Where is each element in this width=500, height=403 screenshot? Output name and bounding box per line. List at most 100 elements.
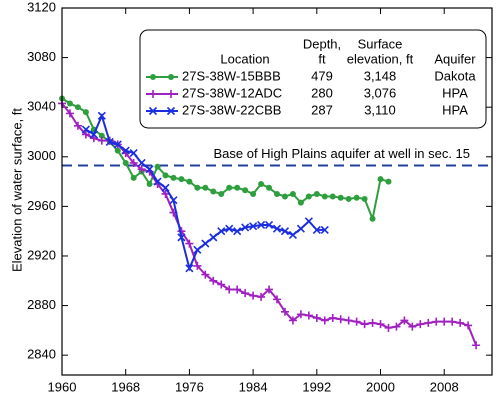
marker	[280, 227, 290, 236]
marker	[337, 194, 344, 201]
marker	[217, 227, 226, 236]
marker	[274, 190, 280, 197]
reference-label: Base of High Plains aquifer at well in s…	[213, 146, 470, 161]
marker	[73, 121, 82, 130]
marker	[81, 125, 90, 134]
legend-elevation: 3,076	[364, 85, 397, 100]
marker	[153, 177, 162, 186]
legend-header: Depth,	[303, 36, 341, 51]
marker	[201, 239, 210, 248]
marker	[161, 183, 170, 192]
marker	[82, 109, 89, 116]
x-tick-label: 1984	[239, 379, 268, 394]
marker	[385, 178, 392, 185]
marker	[154, 163, 161, 170]
marker	[233, 285, 242, 294]
marker	[209, 276, 218, 285]
marker	[210, 188, 217, 195]
y-tick-label: 3000	[27, 148, 56, 163]
marker	[170, 174, 177, 181]
legend-header: Location	[220, 51, 269, 66]
marker	[376, 320, 385, 329]
y-tick-label: 2880	[27, 297, 56, 312]
marker	[178, 176, 185, 183]
marker	[272, 224, 282, 233]
marker	[209, 233, 218, 242]
marker	[194, 184, 201, 191]
y-tick-label: 2840	[27, 347, 56, 362]
marker	[225, 224, 234, 233]
marker	[105, 137, 114, 146]
marker	[241, 289, 250, 298]
legend-marker	[150, 74, 156, 80]
marker	[345, 195, 352, 202]
marker	[353, 194, 360, 201]
marker	[313, 190, 320, 197]
marker	[352, 317, 361, 326]
marker	[448, 317, 457, 326]
marker	[288, 316, 297, 325]
marker	[186, 178, 193, 185]
marker	[234, 184, 241, 191]
marker	[329, 193, 336, 200]
marker	[344, 316, 353, 325]
x-tick-label: 2000	[366, 379, 395, 394]
marker	[242, 187, 249, 194]
marker	[257, 292, 266, 301]
legend-label: 27S-38W-12ADC	[182, 85, 282, 100]
marker	[114, 147, 121, 154]
marker	[129, 158, 138, 167]
marker	[89, 130, 98, 139]
marker	[312, 225, 321, 235]
legend-aquifer: HPA	[442, 102, 468, 117]
marker	[472, 341, 481, 350]
marker	[162, 172, 169, 179]
marker	[169, 196, 178, 205]
y-tick-label: 2960	[27, 198, 56, 213]
marker	[161, 189, 170, 198]
marker	[368, 318, 377, 327]
legend-depth: 287	[311, 102, 333, 117]
marker	[312, 313, 321, 322]
marker	[305, 193, 312, 200]
marker	[377, 176, 384, 183]
marker	[297, 199, 304, 206]
x-tick-label: 2008	[430, 379, 459, 394]
marker	[320, 316, 329, 325]
marker	[456, 318, 465, 327]
marker	[266, 184, 273, 191]
marker	[273, 295, 281, 304]
marker	[304, 217, 313, 226]
marker	[320, 225, 329, 235]
marker	[145, 165, 154, 174]
marker	[98, 132, 105, 139]
marker	[217, 280, 226, 289]
marker	[408, 322, 417, 331]
x-tick-label: 1992	[302, 379, 331, 394]
marker	[296, 224, 305, 233]
legend-aquifer: Dakota	[434, 68, 476, 83]
marker	[392, 322, 401, 331]
marker	[249, 291, 258, 300]
series-line	[85, 112, 325, 272]
legend-label: 27S-38W-15BBB	[182, 68, 281, 83]
marker	[185, 264, 194, 273]
legend-marker	[149, 90, 157, 98]
x-tick-label: 1968	[111, 379, 140, 394]
marker	[97, 136, 106, 145]
marker	[225, 285, 234, 294]
marker	[241, 223, 250, 232]
marker	[130, 174, 137, 181]
marker	[288, 230, 297, 239]
marker	[321, 193, 328, 200]
y-axis-label: Elevation of water surface, ft	[9, 108, 24, 272]
plot-frame	[61, 7, 493, 376]
marker	[201, 270, 210, 279]
marker	[281, 193, 288, 200]
marker	[304, 311, 313, 320]
marker	[193, 245, 202, 254]
marker	[74, 104, 81, 111]
legend-label: 27S-38W-22CBB	[182, 102, 281, 117]
